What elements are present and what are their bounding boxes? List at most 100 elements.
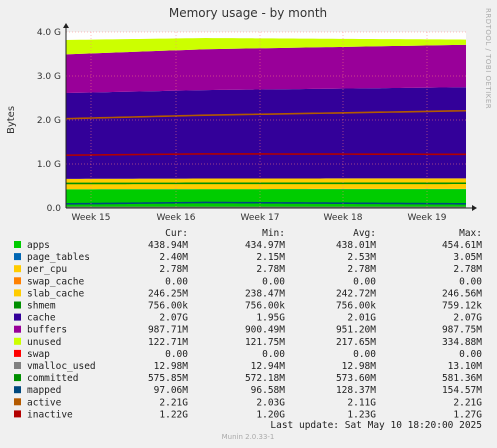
legend-swatch — [14, 313, 21, 321]
legend-value: 756.00k — [148, 301, 188, 312]
legend-value: 572.18M — [245, 373, 285, 384]
legend-value: 2.15M — [256, 252, 285, 263]
legend-value: 2.78M — [347, 264, 376, 275]
legend-value: 2.78M — [159, 264, 188, 275]
legend-value: 434.97M — [245, 240, 285, 251]
legend-name: slab_cache — [27, 288, 84, 299]
legend-value: 2.21G — [453, 397, 482, 408]
x-tick-labels: Week 15 Week 16 Week 17 Week 18 Week 19 — [72, 213, 447, 223]
legend-value: 0.00 — [459, 276, 482, 287]
legend-value: 2.21G — [159, 397, 188, 408]
legend-value: 3.05M — [453, 252, 482, 263]
last-update: Last update: Sat May 10 18:20:00 2025 — [270, 420, 482, 431]
legend-name: apps — [27, 240, 50, 251]
legend-value: 2.11G — [347, 397, 376, 408]
legend-value: 0.00 — [459, 349, 482, 360]
legend-name: committed — [27, 373, 78, 384]
legend-name: page_tables — [27, 252, 90, 263]
legend-table: Cur: Min: Avg: Max: apps 438.94M 434.97M 438.01… — [14, 228, 482, 420]
legend-column-header: Max: — [459, 228, 482, 239]
legend-value: 951.20M — [336, 325, 376, 336]
legend-swatch — [14, 337, 21, 345]
legend-swatch — [14, 410, 21, 418]
legend-swatch — [14, 325, 21, 333]
legend-value: 2.53M — [347, 252, 376, 263]
legend-value: 1.27G — [453, 409, 482, 420]
legend-swatch — [14, 386, 21, 394]
x-tick-label: Week 18 — [324, 213, 363, 223]
legend-value: 96.58M — [251, 385, 286, 396]
legend-name: vmalloc_used — [27, 361, 96, 372]
legend-name: cache — [27, 313, 56, 324]
legend-value: 13.10M — [448, 361, 483, 372]
legend-column-header: Cur: — [165, 228, 188, 239]
legend-swatch — [14, 277, 21, 285]
legend-value: 238.47M — [245, 288, 285, 299]
legend-value: 121.75M — [245, 337, 285, 348]
legend-value: 0.00 — [262, 349, 285, 360]
legend-value: 987.75M — [442, 325, 482, 336]
legend-name: mapped — [27, 385, 61, 396]
legend-value: 2.03G — [256, 397, 285, 408]
legend-swatch — [14, 289, 21, 297]
area-unused — [66, 38, 466, 55]
legend-value: 900.49M — [245, 325, 285, 336]
legend-name: active — [27, 397, 62, 408]
chart-title: Memory usage - by month — [169, 6, 327, 20]
legend-value: 1.23G — [347, 409, 376, 420]
y-axis-label: Bytes — [6, 106, 17, 134]
y-tick-label: 1.0 G — [37, 160, 61, 170]
legend-swatch — [14, 374, 21, 382]
legend-value: 438.94M — [148, 240, 188, 251]
legend-value: 122.71M — [148, 337, 188, 348]
y-tick-label: 2.0 G — [37, 116, 61, 126]
y-tick-labels: 0.0 1.0 G 2.0 G 3.0 G 4.0 G — [37, 28, 61, 214]
legend-value: 573.60M — [336, 373, 376, 384]
legend-swatch — [14, 398, 21, 406]
legend-name: inactive — [27, 409, 73, 420]
legend-value: 438.01M — [336, 240, 376, 251]
area-apps — [66, 189, 466, 208]
line-active — [65, 109, 467, 120]
legend-value: 12.94M — [251, 361, 286, 372]
legend-swatch — [14, 349, 21, 357]
legend-swatch — [14, 301, 21, 309]
legend-value: 128.37M — [336, 385, 376, 396]
legend-value: 12.98M — [154, 361, 189, 372]
legend-value: 581.36M — [442, 373, 482, 384]
legend-swatch — [14, 362, 21, 369]
x-tick-label: Week 17 — [241, 213, 280, 223]
x-tick-label: Week 19 — [408, 213, 447, 223]
axes — [63, 23, 477, 211]
legend-value: 2.07G — [159, 313, 188, 324]
legend-value: 0.00 — [165, 276, 188, 287]
legend-value: 2.07G — [453, 313, 482, 324]
legend-name: buffers — [27, 325, 67, 336]
legend-name: swap_cache — [27, 276, 84, 287]
legend-value: 1.22G — [159, 409, 188, 420]
legend-value: 0.00 — [353, 276, 376, 287]
legend-value: 2.78M — [256, 264, 285, 275]
legend-value: 454.61M — [442, 240, 482, 251]
legend-swatch — [14, 241, 21, 248]
legend-value: 2.01G — [347, 313, 376, 324]
legend-name: shmem — [27, 301, 56, 312]
rrdtool-credit: RRDTOOL / TOBI OETIKER — [484, 8, 492, 109]
legend-name: swap — [27, 349, 50, 360]
legend-value: 1.20G — [256, 409, 285, 420]
area-cache — [66, 87, 466, 179]
legend-value: 154.57M — [442, 385, 482, 396]
x-tick-label: Week 16 — [157, 213, 196, 223]
legend-value: 756.00k — [245, 301, 285, 312]
legend-value: 217.65M — [336, 337, 376, 348]
y-tick-label: 4.0 G — [37, 28, 61, 38]
legend-value: 242.72M — [336, 288, 376, 299]
munin-version: Munin 2.0.33-1 — [222, 433, 275, 441]
legend-value: 759.12k — [442, 301, 482, 312]
legend-value: 246.56M — [442, 288, 482, 299]
y-tick-label: 3.0 G — [37, 72, 61, 82]
y-axis-arrow — [63, 23, 69, 28]
area-buffers — [66, 44, 466, 94]
legend-column-header: Avg: — [353, 228, 376, 239]
